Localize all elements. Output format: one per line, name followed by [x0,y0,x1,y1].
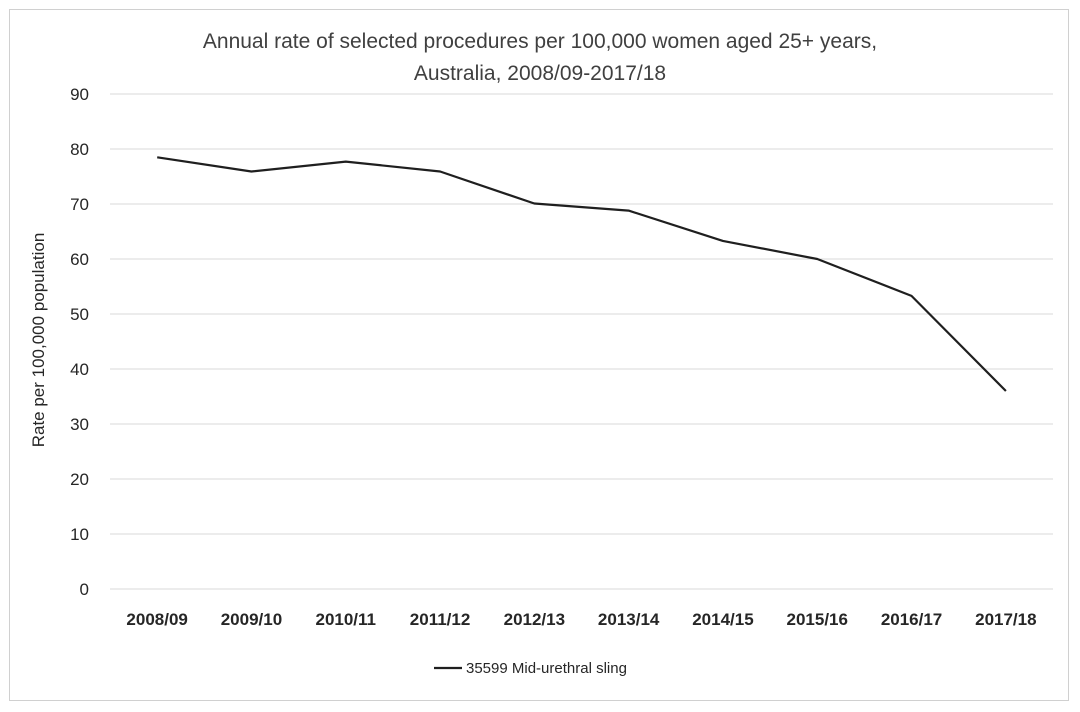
y-tick-label: 40 [70,360,89,379]
y-tick-label: 0 [80,580,89,599]
legend: 35599 Mid-urethral sling [434,660,627,677]
chart-title-line-1: Annual rate of selected procedures per 1… [203,30,877,53]
x-axis-ticks: 2008/09 2009/10 2010/11 2011/12 2012/13 2013/… [126,610,1036,629]
x-tick-label: 2008/09 [126,610,187,629]
y-tick-label: 20 [70,470,89,489]
series-lines [157,156,1007,392]
y-tick-label: 50 [70,305,89,324]
x-tick-label: 2012/13 [504,610,565,629]
x-tick-label: 2015/16 [787,610,848,629]
x-tick-label: 2013/14 [598,610,660,629]
gridlines [110,93,1053,590]
y-tick-label: 90 [70,85,89,104]
y-tick-label: 60 [70,250,89,269]
y-tick-label: 10 [70,525,89,544]
y-tick-label: 80 [70,140,89,159]
chart-title-line-2: Australia, 2008/09-2017/18 [414,62,666,85]
y-tick-label: 30 [70,415,89,434]
y-tick-label: 70 [70,195,89,214]
chart-frame [9,9,1069,701]
x-tick-label: 2011/12 [410,610,471,629]
x-tick-label: 2017/18 [975,610,1036,629]
y-axis-title: Rate per 100,000 population [29,233,48,448]
x-tick-label: 2014/15 [692,610,753,629]
series-line [157,156,1007,392]
y-axis-ticks: 0 10 20 30 40 50 60 70 80 90 [70,85,89,599]
x-tick-label: 2010/11 [315,610,376,629]
x-tick-label: 2016/17 [881,610,942,629]
x-tick-label: 2009/10 [221,610,282,629]
legend-label: 35599 Mid-urethral sling [466,660,627,677]
